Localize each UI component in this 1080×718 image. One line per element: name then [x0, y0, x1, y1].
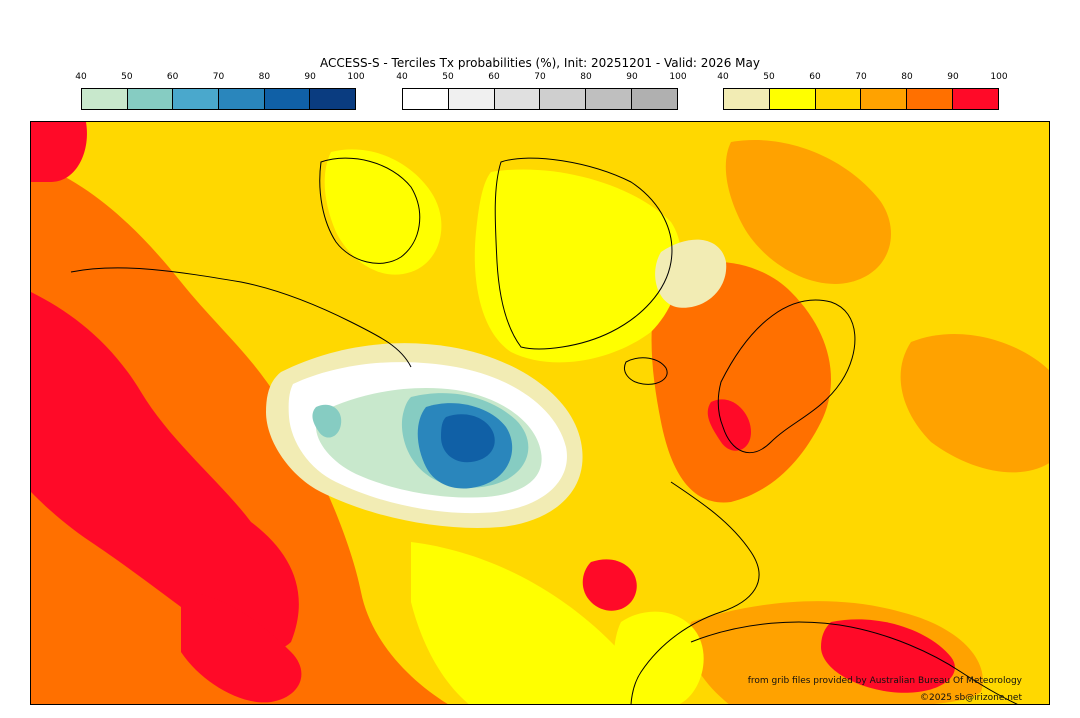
- tick-label: 40: [396, 72, 408, 82]
- tick-label: 100: [669, 72, 687, 82]
- coastline-canada: [70, 267, 412, 368]
- yellow-zone-greenland: [474, 169, 682, 363]
- tick-label: 60: [488, 72, 500, 82]
- tick-label: 90: [304, 72, 316, 82]
- color-swatch: [586, 89, 633, 109]
- color-swatch: [127, 89, 174, 109]
- colorbar-above-normal: [723, 88, 999, 110]
- tick-label: 80: [580, 72, 592, 82]
- color-swatch: [724, 89, 770, 109]
- color-swatch: [403, 89, 449, 109]
- tick-label: 40: [717, 72, 729, 82]
- color-swatch: [310, 89, 356, 109]
- color-swatch: [907, 89, 954, 109]
- coastline-greenland: [494, 157, 673, 350]
- source-credit: from grib files provided by Australian B…: [747, 676, 1022, 686]
- yellow-zone-baffin: [324, 149, 442, 275]
- coastline-mediterranean: [690, 621, 1018, 704]
- darkblue-zone: [441, 414, 495, 463]
- color-swatch: [540, 89, 587, 109]
- color-swatch: [769, 89, 816, 109]
- tick-label: 70: [855, 72, 867, 82]
- map-canvas: [31, 122, 1049, 704]
- color-swatch: [264, 89, 311, 109]
- tick-label: 80: [258, 72, 271, 82]
- tick-label: 50: [442, 72, 454, 82]
- red-zone-northwest: [31, 122, 87, 182]
- tick-label: 100: [347, 72, 365, 82]
- tick-label: 90: [626, 72, 638, 82]
- beige-zone-northeast: [655, 239, 727, 308]
- teal-zone-west: [312, 404, 342, 438]
- tick-label: 70: [212, 72, 225, 82]
- coastline-baffin: [319, 157, 421, 264]
- coastlines: [70, 157, 1018, 704]
- color-swatch: [494, 89, 541, 109]
- copyright-credit: ©2025 sb@irizone.net: [920, 693, 1022, 703]
- colorbar-near-normal: [402, 88, 678, 110]
- legend-above-ticks: 40 50 60 70 80 90 100: [717, 72, 1007, 84]
- probability-map: [30, 121, 1050, 705]
- color-swatch: [632, 89, 677, 109]
- orange-zone-northeast: [725, 140, 891, 284]
- color-swatch: [82, 89, 128, 109]
- yellow-zone-south: [411, 542, 651, 704]
- color-swatch: [219, 89, 265, 109]
- color-swatch: [173, 89, 220, 109]
- tick-label: 50: [763, 72, 775, 82]
- red-zone-southwest: [181, 592, 302, 703]
- red-zone-mediterranean: [821, 619, 955, 693]
- tick-label: 60: [166, 72, 179, 82]
- coastline-europe: [630, 481, 760, 704]
- colorbar-below-normal: [81, 88, 356, 110]
- red-zone-west: [31, 292, 299, 651]
- tick-label: 80: [901, 72, 913, 82]
- legend-near-ticks: 40 50 60 70 80 90 100: [396, 72, 686, 84]
- color-swatch: [448, 89, 495, 109]
- red-zone-atlantic: [582, 559, 637, 611]
- tick-label: 60: [809, 72, 821, 82]
- legend-below-ticks: 40 50 60 70 80 90 100: [75, 72, 364, 84]
- tick-label: 40: [75, 72, 87, 82]
- orange-zone-east-edge: [900, 334, 1049, 473]
- coastline-scandinavia: [717, 299, 856, 454]
- tick-label: 70: [534, 72, 546, 82]
- orange-zone-east: [651, 261, 831, 503]
- color-swatch: [815, 89, 862, 109]
- tick-label: 90: [947, 72, 959, 82]
- map-title: ACCESS-S - Terciles Tx probabilities (%)…: [320, 56, 760, 70]
- coastline-iceland: [624, 357, 668, 385]
- tick-label: 50: [121, 72, 133, 82]
- color-swatch: [953, 89, 998, 109]
- color-swatch: [861, 89, 908, 109]
- tick-label: 100: [990, 72, 1008, 82]
